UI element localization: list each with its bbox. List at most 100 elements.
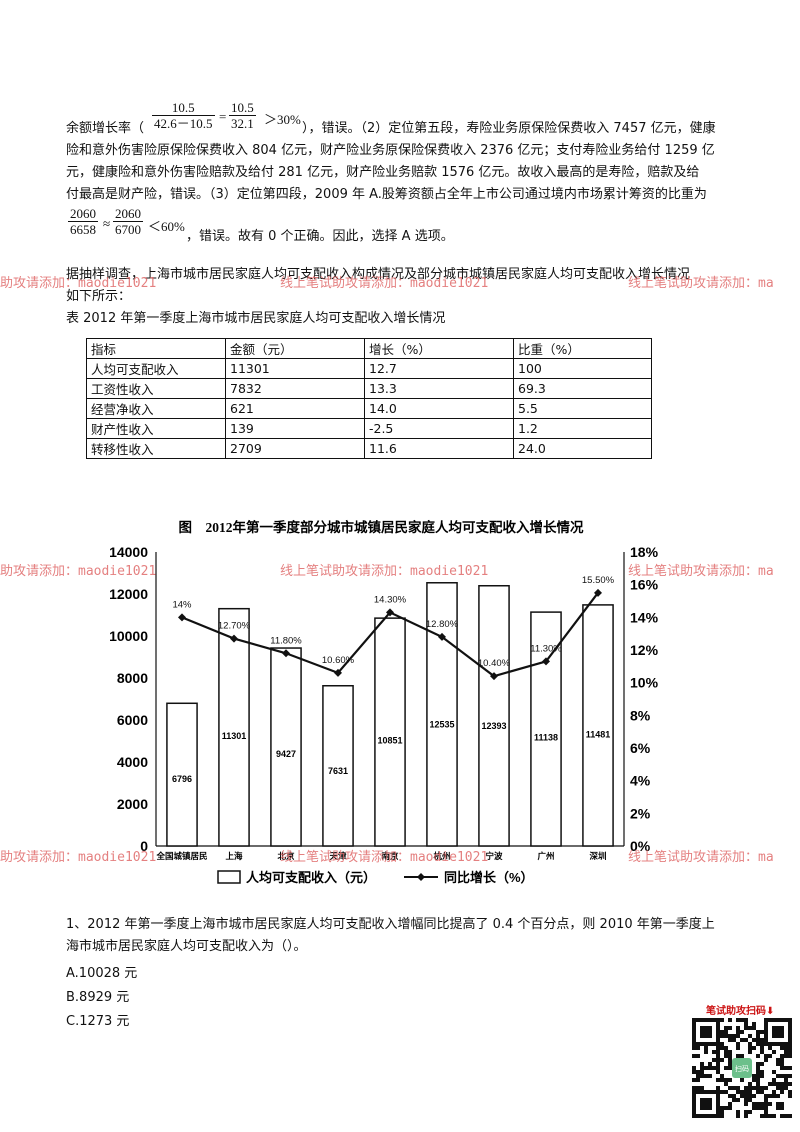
y2-tick-label: 0%: [630, 838, 651, 854]
fraction-4: 2060 6700: [113, 206, 143, 237]
table-header: 比重（%）: [513, 338, 652, 359]
table-header-row: 指标 金额（元） 增长（%） 比重（%）: [86, 338, 652, 359]
bar-value-label: 6796: [172, 774, 192, 784]
growth-value-label: 15.50%: [582, 575, 615, 586]
growth-value-label: 10.40%: [478, 658, 511, 669]
watermark-text: 线上笔试助攻请添加：maodie1021: [280, 564, 489, 579]
table-cell: 14.0: [364, 398, 514, 419]
y2-tick-label: 4%: [630, 773, 651, 789]
option-b: B.8929 元: [66, 990, 130, 1005]
table-header: 增长（%）: [364, 338, 514, 359]
table-cell: 69.3: [513, 378, 652, 399]
y-tick-label: 14000: [109, 544, 148, 560]
fraction-3: 2060 6658: [68, 206, 98, 237]
comparison-2: ＜60%: [148, 219, 185, 234]
chart-title: 图 2012年第一季度部分城市城镇居民家庭人均可支配收入增长情况: [179, 519, 584, 535]
growth-point: [542, 657, 550, 666]
table-cell: 621: [225, 398, 365, 419]
table-row: 工资性收入 7832 13.3 69.3: [86, 378, 652, 399]
bar: [582, 604, 614, 847]
paragraph-line2: 险和意外伤害险原保险保费收入 804 亿元，财产险业务原保险保费收入 2376 …: [66, 143, 715, 158]
bar: [166, 702, 198, 847]
bar: [478, 584, 510, 847]
bar-value-label: 7631: [328, 766, 348, 776]
fraction-2: 10.5 32.1: [229, 100, 256, 131]
growth-point: [334, 668, 342, 677]
growth-point: [282, 649, 290, 658]
watermark-text: 线上笔试助攻请添加：ma: [628, 276, 774, 291]
paragraph-line1-rest: ），错误。（2）定位第五段，寿险业务原保险保费收入 7457 亿元，健康: [302, 121, 716, 136]
table-cell: 11301: [225, 358, 365, 379]
watermark-text: 线上笔试助攻请添加：ma: [628, 850, 774, 865]
paragraph-line5: ，错误。故有 0 个正确。因此，选择 A 选项。: [186, 229, 454, 244]
table-row: 财产性收入 139 -2.5 1.2: [86, 418, 652, 439]
y-tick-label: 6000: [117, 712, 148, 728]
x-tick-label: 天津: [329, 851, 347, 861]
approx-sign: ≈: [103, 216, 111, 231]
option-a: A.10028 元: [66, 966, 138, 981]
bar: [218, 607, 250, 847]
growth-point: [178, 613, 186, 622]
x-tick-label: 深圳: [589, 851, 606, 861]
legend-line-label: 同比增长（%）: [444, 870, 534, 885]
table-cell: 工资性收入: [86, 378, 226, 399]
bar: [530, 611, 562, 847]
option-c: C.1273 元: [66, 1014, 130, 1029]
y-tick-label: 10000: [109, 628, 148, 644]
y2-tick-label: 18%: [630, 544, 659, 560]
bar: [270, 647, 302, 847]
y2-tick-label: 14%: [630, 609, 659, 625]
bar-value-label: 10851: [377, 735, 402, 745]
table-row: 转移性收入 2709 11.6 24.0: [86, 438, 652, 459]
y-tick-label: 12000: [109, 586, 148, 602]
intro-line2: 如下所示：: [66, 289, 132, 304]
table-cell: 转移性收入: [86, 438, 226, 459]
paragraph-line1: 余额增长率（: [66, 121, 145, 136]
table-cell: 5.5: [513, 398, 652, 419]
y-tick-label: 4000: [117, 754, 148, 770]
bar-value-label: 11481: [586, 730, 611, 740]
comparison-1: ＞30%: [264, 112, 301, 127]
watermark-text: 助攻请添加：maodie1021: [0, 850, 157, 865]
table-header: 金额（元）: [225, 338, 365, 359]
watermark-text: 线上笔试助攻请添加：maodie1021: [280, 850, 489, 865]
table-cell: 财产性收入: [86, 418, 226, 439]
legend-line-marker: [417, 873, 425, 881]
bar-value-label: 11301: [222, 731, 247, 741]
table-cell: 11.6: [364, 438, 514, 459]
watermark-text: 助攻请添加：maodie1021: [0, 276, 157, 291]
qr-center-text: 扫码: [735, 1064, 749, 1073]
table-cell: 12.7: [364, 358, 514, 379]
y2-tick-label: 10%: [630, 675, 659, 691]
income-growth-chart: 图 2012年第一季度部分城市城镇居民家庭人均可支配收入增长情况 0 2000 400…: [109, 519, 659, 885]
growth-value-label: 14%: [172, 599, 192, 610]
bar: [322, 684, 354, 847]
table-caption: 表 2012 年第一季度上海市城市居民家庭人均可支配收入增长情况: [66, 311, 446, 326]
table-cell: 139: [225, 418, 365, 439]
y2-tick-label: 8%: [630, 707, 651, 723]
growth-point: [594, 588, 602, 597]
table-cell: 1.2: [513, 418, 652, 439]
legend-bar-swatch: [217, 870, 241, 884]
growth-point: [438, 632, 446, 641]
growth-value-label: 12.80%: [426, 619, 459, 630]
paragraph-line4: 付最高是财产险，错误。（3）定位第四段，2009 年 A.股筹资额占全年上市公司…: [66, 187, 707, 202]
growth-point: [230, 634, 238, 643]
growth-value-label: 14.30%: [374, 594, 407, 605]
equals-sign: =: [219, 109, 227, 124]
table-header: 指标: [86, 338, 226, 359]
x-tick-label: 杭州: [433, 851, 450, 861]
table-cell: 7832: [225, 378, 365, 399]
x-tick-label: 南京: [381, 851, 399, 861]
qr-modules: [692, 1018, 792, 1118]
qr-code-icon[interactable]: 扫码: [692, 1018, 792, 1118]
watermark-text: 线上笔试助攻请添加：ma: [628, 564, 774, 579]
watermark-text: 助攻请添加：maodie1021: [0, 564, 157, 579]
bar: [426, 582, 458, 847]
bar-value-label: 9427: [276, 749, 296, 759]
table-cell: 经营净收入: [86, 398, 226, 419]
question-line1: 1、2012 年第一季度上海市城市居民家庭人均可支配收入增幅同比提高了 0.4 …: [66, 917, 715, 932]
y2-tick-label: 2%: [630, 805, 651, 821]
x-tick-label: 广州: [537, 851, 554, 861]
growth-value-label: 11.30%: [530, 643, 562, 654]
